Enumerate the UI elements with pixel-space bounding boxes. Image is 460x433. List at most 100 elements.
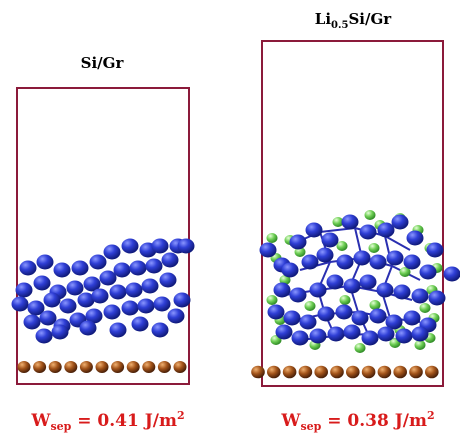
si-atom (173, 292, 191, 308)
si-atom (369, 308, 387, 324)
si-atom (426, 242, 444, 258)
si-atom (11, 296, 29, 312)
si-atom (103, 304, 121, 320)
c-atom (282, 365, 297, 379)
c-atom (330, 365, 344, 379)
si-atom (53, 262, 71, 278)
si-atom (289, 287, 307, 303)
c-atom (361, 365, 376, 379)
left-simulation-box (16, 87, 190, 385)
c-atom (48, 361, 62, 373)
left-si-cluster (11, 238, 195, 344)
si-atom (177, 238, 195, 254)
c-atom (173, 361, 187, 373)
li-atom (414, 340, 426, 350)
si-atom (89, 254, 107, 270)
si-atom (51, 324, 69, 340)
right-separation-energy: Wsep = 0.38 J/m2 (280, 409, 434, 433)
c-atom (409, 365, 423, 379)
c-atom (157, 361, 171, 373)
c-atom (64, 361, 78, 373)
si-atom (23, 314, 41, 330)
si-atom (336, 254, 354, 270)
si-atom (109, 322, 127, 338)
c-atom (111, 361, 125, 373)
li-atom (266, 233, 278, 243)
li-atom (369, 300, 381, 310)
left-panel: Si/Gr (11, 54, 195, 385)
si-atom (39, 310, 57, 326)
si-atom (316, 247, 334, 263)
si-atom (393, 284, 411, 300)
si-atom (341, 214, 359, 230)
si-atom (151, 322, 169, 338)
li-atom (339, 295, 351, 305)
si-atom (403, 310, 421, 326)
si-atom (103, 244, 121, 260)
si-atom (359, 224, 377, 240)
li-atom (399, 267, 411, 277)
si-atom (305, 222, 323, 238)
si-atom (267, 304, 285, 320)
c-atom (298, 365, 313, 379)
right-panel-title: Li0.5Si/Gr (315, 10, 392, 31)
li-atom (336, 241, 348, 251)
si-atom (19, 260, 37, 276)
c-atom (267, 365, 281, 379)
si-atom (301, 254, 319, 270)
si-atom (309, 328, 327, 344)
si-atom (321, 232, 339, 248)
left-separation-energy: Wsep = 0.41 J/m2 (30, 409, 184, 433)
li-atom (332, 217, 344, 227)
si-atom (99, 270, 117, 286)
si-atom (131, 316, 149, 332)
si-atom (85, 308, 103, 324)
c-atom (126, 361, 140, 373)
c-atom (17, 361, 31, 373)
si-atom (121, 300, 139, 316)
si-atom (113, 262, 131, 278)
c-atom (425, 365, 439, 379)
li-atom (368, 243, 380, 253)
bond (384, 235, 411, 251)
si-atom (145, 258, 163, 274)
right-si-cluster (259, 214, 460, 346)
si-atom (36, 254, 54, 270)
li-atom (294, 247, 306, 257)
si-atom (359, 274, 377, 290)
si-atom (343, 278, 361, 294)
c-atom (377, 365, 392, 379)
right-simulation-box (261, 40, 444, 387)
si-atom (369, 254, 387, 270)
si-atom (259, 242, 277, 258)
si-atom (335, 304, 353, 320)
si-atom (395, 328, 413, 344)
si-atom (443, 266, 460, 282)
c-atom (251, 365, 265, 379)
right-panel: Li0.5Si/Gr (251, 10, 460, 387)
si-atom (159, 272, 177, 288)
si-atom (281, 262, 299, 278)
si-atom (385, 314, 403, 330)
si-atom (83, 276, 101, 292)
si-atom (411, 288, 429, 304)
si-atom (33, 275, 51, 291)
si-atom (161, 252, 179, 268)
si-atom (59, 298, 77, 314)
left-graphene-layer (17, 361, 187, 373)
si-atom (129, 260, 147, 276)
li-atom (419, 303, 431, 313)
si-atom (167, 308, 185, 324)
li-atom (304, 301, 316, 311)
li-atom (266, 295, 278, 305)
si-atom (283, 310, 301, 326)
si-atom (273, 282, 291, 298)
si-atom (141, 278, 159, 294)
c-atom (33, 361, 47, 373)
si-atom (15, 282, 33, 298)
si-atom (419, 264, 437, 280)
c-atom (393, 365, 408, 379)
si-atom (35, 328, 53, 344)
si-atom (299, 314, 317, 330)
si-atom (289, 234, 307, 250)
